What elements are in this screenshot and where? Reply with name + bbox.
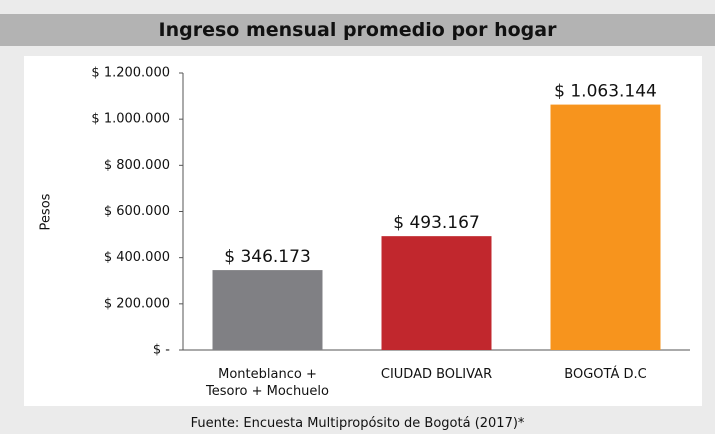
data-label: $ 493.167 [393,213,480,233]
bar [550,104,661,350]
data-label: $ 1.063.144 [554,82,657,102]
y-tick-label: $ 1.200.000 [91,66,170,81]
y-axis-label: Pesos [39,193,54,230]
data-label: $ 346.173 [224,247,311,267]
y-tick-label: $ 800.000 [104,158,170,173]
y-tick-label: $ 200.000 [104,296,170,311]
x-tick-label: Monteblanco + Tesoro + Mochuelo [206,367,329,399]
bar [381,236,492,350]
y-tick-label: $ 400.000 [104,250,170,265]
y-tick-label: $ 1.000.000 [91,112,170,127]
x-tick-label: BOGOTÁ D.C [564,367,647,382]
y-tick-label: $ 600.000 [104,204,170,219]
source: Fuente: Encuesta Multipropósito de Bogot… [190,416,525,431]
bar [212,270,323,350]
x-tick-label: CIUDAD BOLIVAR [380,367,493,382]
y-tick-label: $ - [153,343,170,358]
chart-title: Ingreso mensual promedio por hogar [0,14,715,46]
